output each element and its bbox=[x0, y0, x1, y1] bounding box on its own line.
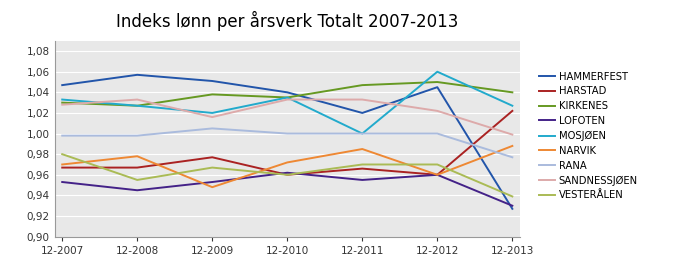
NARVIK bbox=[133, 154, 142, 158]
MOSJØEN bbox=[283, 96, 291, 99]
NARVIK bbox=[283, 161, 291, 164]
NARVIK bbox=[433, 173, 441, 177]
VESTERÅLEN bbox=[358, 163, 367, 166]
LOFOTEN bbox=[508, 204, 516, 207]
HARSTAD bbox=[58, 166, 66, 169]
NARVIK bbox=[358, 147, 367, 151]
MOSJØEN bbox=[433, 70, 441, 73]
HAMMERFEST bbox=[208, 79, 216, 83]
MOSJØEN bbox=[508, 104, 516, 107]
LOFOTEN bbox=[58, 180, 66, 184]
Line: RANA: RANA bbox=[62, 128, 512, 157]
Line: SANDNESSJØEN: SANDNESSJØEN bbox=[62, 100, 512, 135]
SANDNESSJØEN bbox=[358, 98, 367, 101]
Line: VESTERÅLEN: VESTERÅLEN bbox=[62, 154, 512, 196]
LOFOTEN bbox=[358, 178, 367, 182]
KIRKENES bbox=[433, 81, 441, 84]
HARSTAD bbox=[358, 167, 367, 170]
VESTERÅLEN bbox=[508, 195, 516, 198]
Line: HAMMERFEST: HAMMERFEST bbox=[62, 75, 512, 209]
VESTERÅLEN bbox=[58, 153, 66, 156]
LOFOTEN bbox=[433, 173, 441, 177]
HAMMERFEST bbox=[133, 73, 142, 76]
SANDNESSJØEN bbox=[133, 98, 142, 101]
HAMMERFEST bbox=[58, 84, 66, 87]
RANA bbox=[283, 132, 291, 135]
MOSJØEN bbox=[133, 104, 142, 107]
VESTERÅLEN bbox=[208, 166, 216, 169]
HAMMERFEST bbox=[433, 86, 441, 89]
MOSJØEN bbox=[358, 132, 367, 135]
MOSJØEN bbox=[58, 98, 66, 101]
Line: KIRKENES: KIRKENES bbox=[62, 82, 512, 106]
LOFOTEN bbox=[133, 188, 142, 192]
HAMMERFEST bbox=[508, 207, 516, 211]
RANA bbox=[508, 156, 516, 159]
RANA bbox=[208, 127, 216, 130]
SANDNESSJØEN bbox=[433, 109, 441, 113]
KIRKENES bbox=[208, 93, 216, 96]
SANDNESSJØEN bbox=[283, 98, 291, 101]
Legend: HAMMERFEST, HARSTAD, KIRKENES, LOFOTEN, MOSJØEN, NARVIK, RANA, SANDNESSJØEN, VES: HAMMERFEST, HARSTAD, KIRKENES, LOFOTEN, … bbox=[538, 72, 637, 200]
MOSJØEN bbox=[208, 111, 216, 115]
NARVIK bbox=[208, 186, 216, 189]
RANA bbox=[58, 134, 66, 137]
Line: HARSTAD: HARSTAD bbox=[62, 111, 512, 175]
VESTERÅLEN bbox=[133, 178, 142, 182]
VESTERÅLEN bbox=[283, 173, 291, 177]
KIRKENES bbox=[133, 104, 142, 107]
LOFOTEN bbox=[283, 171, 291, 174]
LOFOTEN bbox=[208, 180, 216, 184]
HARSTAD bbox=[133, 166, 142, 169]
RANA bbox=[133, 134, 142, 137]
Line: LOFOTEN: LOFOTEN bbox=[62, 173, 512, 206]
Line: NARVIK: NARVIK bbox=[62, 146, 512, 187]
SANDNESSJØEN bbox=[58, 103, 66, 106]
HAMMERFEST bbox=[283, 91, 291, 94]
SANDNESSJØEN bbox=[508, 133, 516, 136]
SANDNESSJØEN bbox=[208, 115, 216, 119]
KIRKENES bbox=[58, 101, 66, 104]
KIRKENES bbox=[283, 96, 291, 99]
KIRKENES bbox=[508, 91, 516, 94]
NARVIK bbox=[508, 144, 516, 148]
HARSTAD bbox=[433, 173, 441, 177]
Line: MOSJØEN: MOSJØEN bbox=[62, 72, 512, 134]
HARSTAD bbox=[283, 173, 291, 177]
Text: Indeks lønn per årsverk Totalt 2007-2013: Indeks lønn per årsverk Totalt 2007-2013 bbox=[116, 11, 458, 31]
KIRKENES bbox=[358, 84, 367, 87]
HARSTAD bbox=[208, 156, 216, 159]
NARVIK bbox=[58, 163, 66, 166]
RANA bbox=[433, 132, 441, 135]
HAMMERFEST bbox=[358, 111, 367, 115]
RANA bbox=[358, 132, 367, 135]
VESTERÅLEN bbox=[433, 163, 441, 166]
HARSTAD bbox=[508, 109, 516, 113]
